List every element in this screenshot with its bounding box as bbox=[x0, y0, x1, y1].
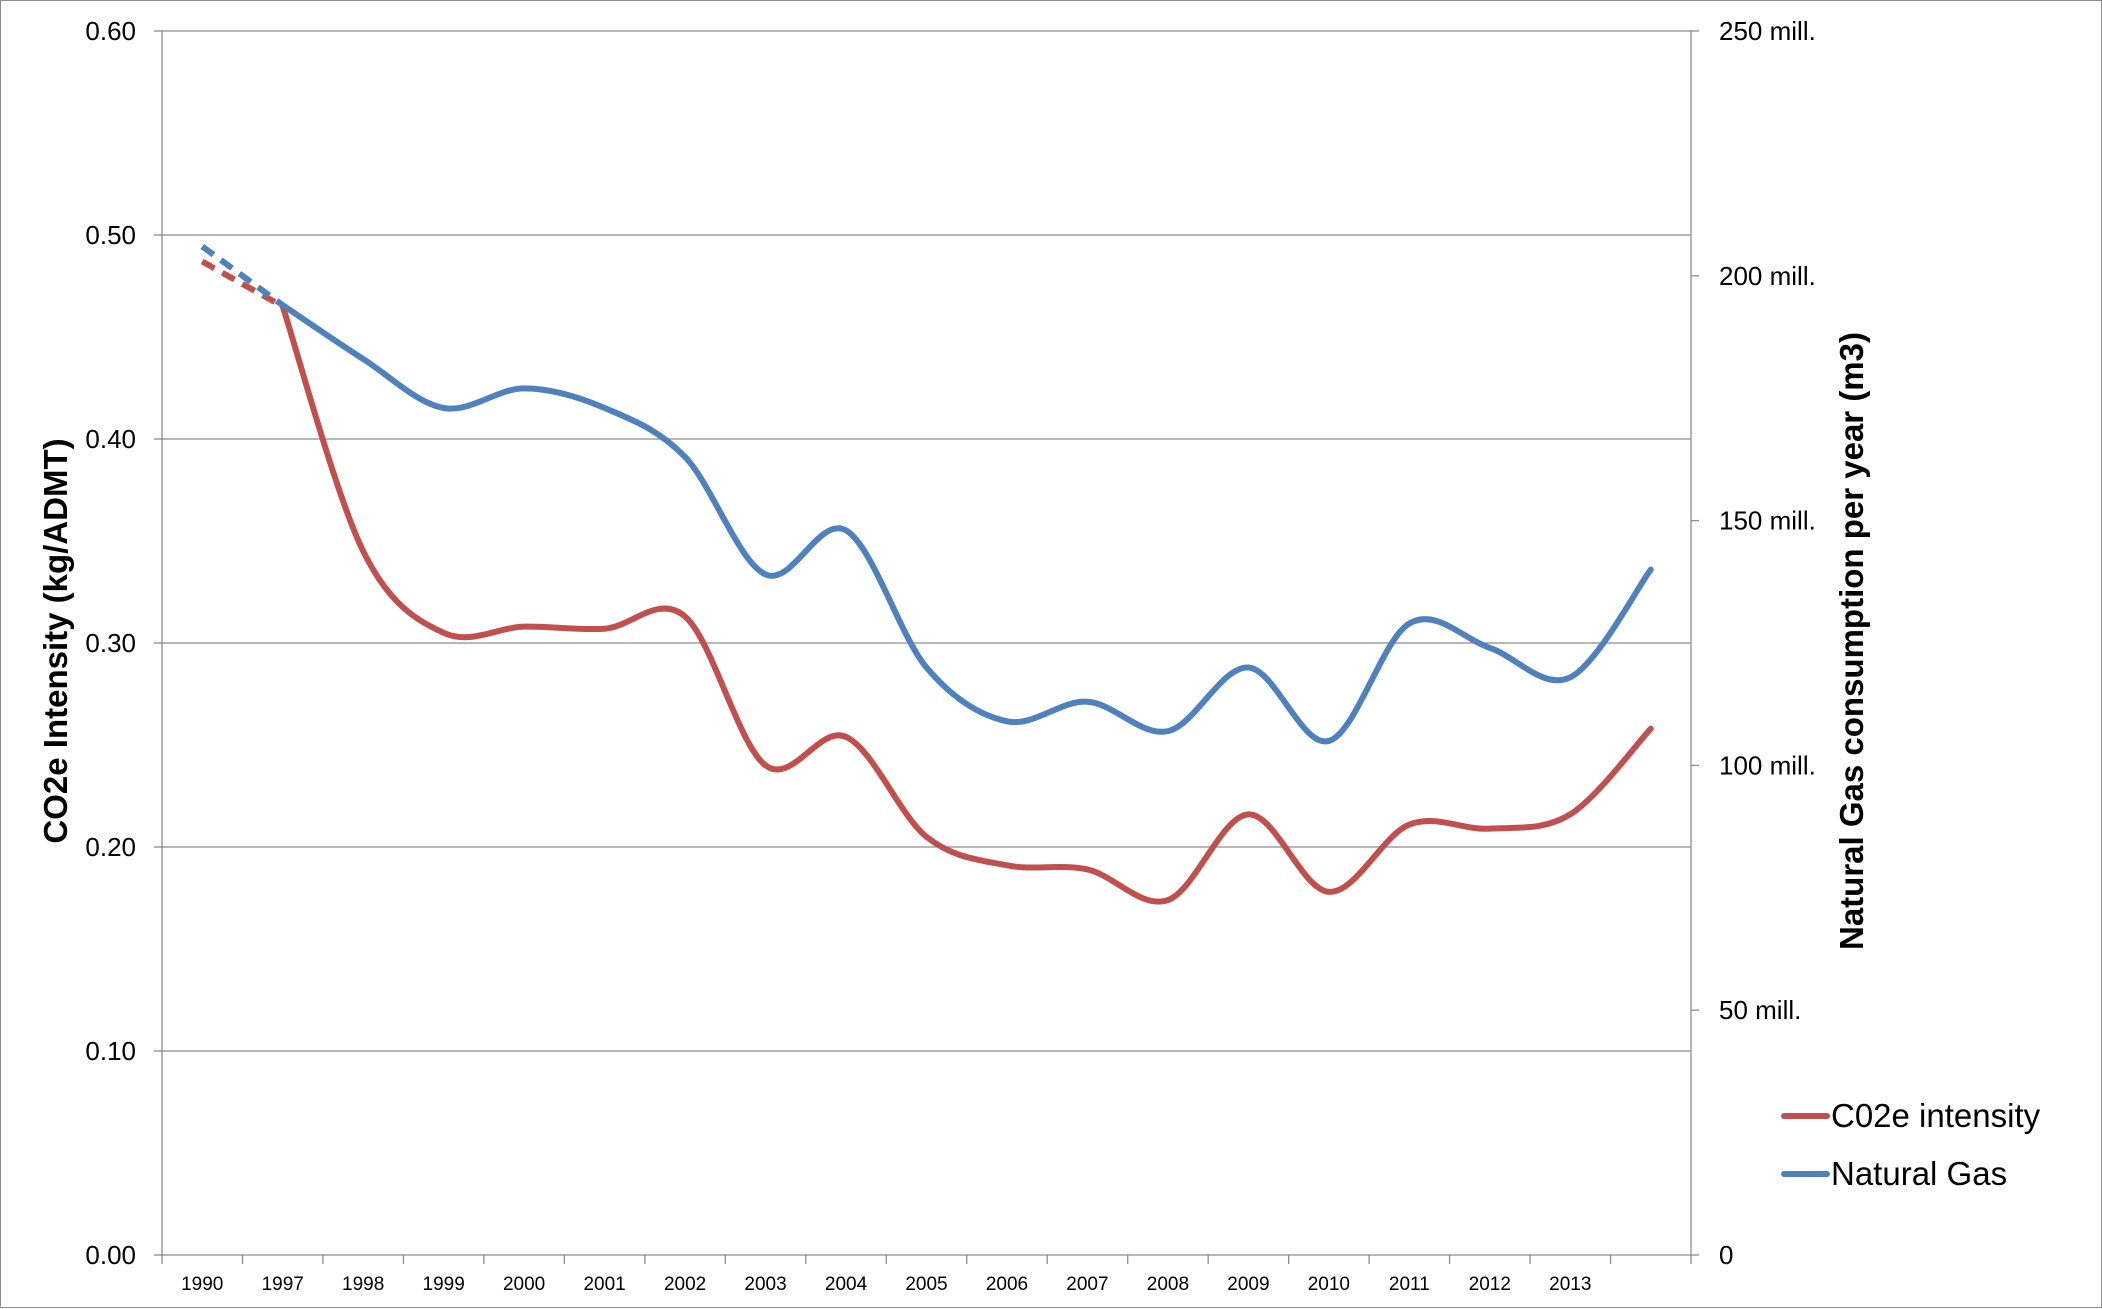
legend: C02e intensity Natural Gas bbox=[1781, 1097, 2041, 1192]
data-point-natural-gas bbox=[1406, 620, 1412, 626]
x-tick-label: 2003 bbox=[744, 1274, 786, 1295]
data-point-c02e-intensity bbox=[1567, 811, 1573, 817]
x-tick-label: 2004 bbox=[825, 1274, 868, 1295]
left-tick-label: 0.60 bbox=[85, 16, 136, 46]
x-tick-label: 2006 bbox=[986, 1274, 1028, 1295]
data-point-natural-gas bbox=[199, 243, 205, 249]
data-point-c02e-intensity bbox=[441, 630, 447, 636]
data-point-c02e-intensity bbox=[1326, 889, 1332, 895]
right-tick-label: 100 mill. bbox=[1719, 750, 1816, 780]
series-line-c02e-intensity bbox=[279, 303, 1654, 905]
right-tick-label: 150 mill. bbox=[1719, 506, 1816, 536]
right-tick-label: 50 mill. bbox=[1719, 995, 1801, 1025]
data-point-c02e-intensity bbox=[602, 626, 608, 632]
data-point-natural-gas bbox=[521, 385, 527, 391]
data-point-natural-gas bbox=[1165, 728, 1171, 734]
x-tick-label: 1998 bbox=[342, 1274, 384, 1295]
data-point-natural-gas bbox=[1487, 645, 1493, 651]
left-tick-label: 0.20 bbox=[85, 832, 136, 862]
data-point-c02e-intensity bbox=[843, 734, 849, 740]
data-point-c02e-intensity bbox=[1004, 862, 1010, 868]
left-tick-label: 0.00 bbox=[85, 1240, 136, 1270]
data-point-c02e-intensity bbox=[1406, 822, 1412, 828]
data-point-natural-gas bbox=[1326, 738, 1332, 744]
left-tick-label: 0.40 bbox=[85, 424, 136, 454]
x-tick-label: 2009 bbox=[1227, 1274, 1269, 1295]
data-point-natural-gas bbox=[843, 527, 849, 533]
data-point-natural-gas bbox=[280, 302, 286, 308]
left-axis-ticks: 0.00 0.10 0.20 0.30 0.40 0.50 0.60 bbox=[85, 16, 162, 1270]
right-tick-label: 250 mill. bbox=[1719, 16, 1816, 46]
x-tick-label: 1999 bbox=[423, 1274, 465, 1295]
data-point-natural-gas bbox=[1567, 674, 1573, 680]
right-axis-title: Natural Gas consumption per year (m3) bbox=[1833, 332, 1870, 950]
left-tick-label: 0.10 bbox=[85, 1036, 136, 1066]
data-point-natural-gas bbox=[1648, 567, 1654, 573]
series-line-dashed-natural-gas bbox=[200, 244, 285, 308]
data-point-c02e-intensity bbox=[521, 624, 527, 630]
left-tick-label: 0.50 bbox=[85, 220, 136, 250]
data-point-c02e-intensity bbox=[360, 548, 366, 554]
x-tick-label: 2013 bbox=[1549, 1274, 1591, 1295]
right-tick-label: 200 mill. bbox=[1719, 261, 1816, 291]
x-axis-ticks: 1990 1997 1998 1999 2000 2001 2002 2003 2004 2005… bbox=[161, 1255, 1692, 1295]
data-point-c02e-intensity bbox=[924, 834, 930, 840]
data-point-natural-gas bbox=[360, 356, 366, 362]
data-point-natural-gas bbox=[1084, 699, 1090, 705]
data-point-c02e-intensity bbox=[1165, 897, 1171, 903]
data-point-c02e-intensity bbox=[763, 762, 769, 768]
x-tick-label: 2005 bbox=[905, 1274, 947, 1295]
gridlines bbox=[162, 30, 1691, 1052]
data-point-natural-gas bbox=[441, 405, 447, 411]
x-tick-label: 2011 bbox=[1389, 1274, 1430, 1295]
x-tick-label: 2007 bbox=[1066, 1274, 1108, 1295]
data-point-natural-gas bbox=[1004, 718, 1010, 724]
data-point-c02e-intensity bbox=[1084, 866, 1090, 872]
data-point-natural-gas bbox=[763, 571, 769, 577]
x-tick-label: 2008 bbox=[1147, 1274, 1189, 1295]
x-tick-label: 2012 bbox=[1469, 1274, 1511, 1295]
x-tick-label: 2001 bbox=[583, 1274, 625, 1295]
data-point-c02e-intensity bbox=[1487, 826, 1493, 832]
data-point-natural-gas bbox=[924, 664, 930, 670]
legend-label-natural-gas: Natural Gas bbox=[1831, 1155, 2007, 1192]
data-point-c02e-intensity bbox=[1245, 811, 1251, 817]
series-line-natural-gas bbox=[279, 302, 1654, 745]
x-tick-label: 2000 bbox=[503, 1274, 545, 1295]
legend-item-natural-gas[interactable]: Natural Gas bbox=[1781, 1155, 2007, 1192]
legend-label-co2e: C02e intensity bbox=[1831, 1097, 2041, 1134]
right-axis-ticks: 0 50 mill. 100 mill. 150 mill. 200 mill. 250 … bbox=[1691, 16, 1816, 1270]
x-tick-label: 2002 bbox=[664, 1274, 706, 1295]
left-axis-title: CO2e Intensity (kg/ADMT) bbox=[37, 438, 74, 843]
series-line-dashed-c02e-intensity bbox=[200, 258, 285, 310]
x-tick-label: 2010 bbox=[1308, 1274, 1350, 1295]
data-point-natural-gas bbox=[682, 454, 688, 460]
left-tick-label: 0.30 bbox=[85, 628, 136, 658]
data-point-natural-gas bbox=[602, 405, 608, 411]
right-tick-label: 0 bbox=[1719, 1240, 1733, 1270]
data-point-c02e-intensity bbox=[1648, 726, 1654, 732]
data-point-c02e-intensity bbox=[682, 613, 688, 619]
x-tick-label: 1997 bbox=[262, 1274, 304, 1295]
x-tick-label: 1990 bbox=[181, 1274, 223, 1295]
series-lines bbox=[199, 243, 1654, 905]
data-point-c02e-intensity bbox=[199, 259, 205, 265]
legend-item-co2e[interactable]: C02e intensity bbox=[1781, 1097, 2041, 1134]
data-point-natural-gas bbox=[1245, 664, 1251, 670]
